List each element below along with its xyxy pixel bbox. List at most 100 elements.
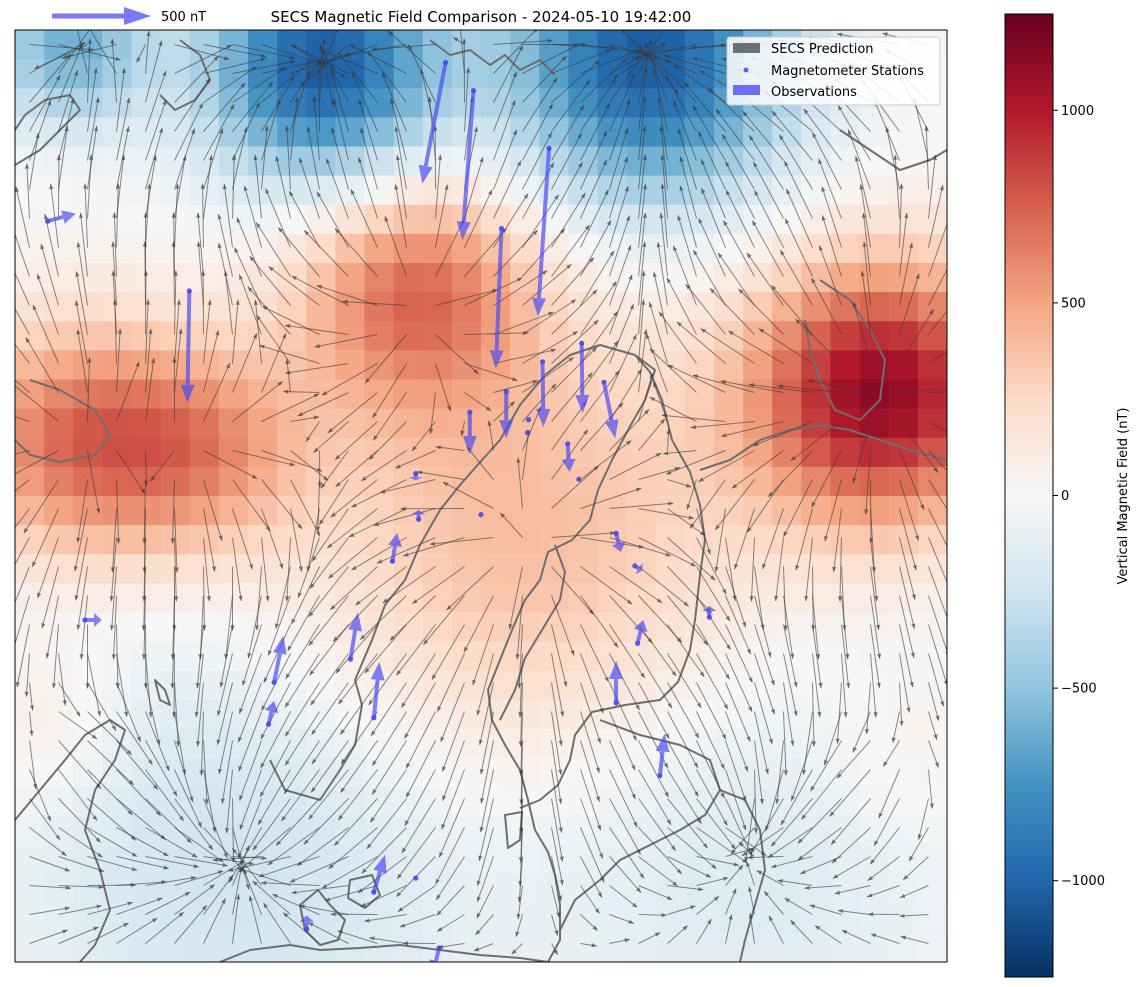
secs-arrow [238, 653, 262, 714]
secs-arrow [435, 334, 479, 375]
secs-arrow [116, 328, 123, 393]
secs-arrow [837, 909, 871, 915]
secs-arrow [696, 769, 728, 826]
secs-arrow [516, 457, 523, 509]
secs-arrow [841, 595, 850, 660]
secs-arrow [551, 531, 616, 538]
secs-arrow [696, 856, 740, 867]
heatmap-cell [393, 59, 424, 89]
heatmap-cell [568, 466, 599, 497]
heatmap-cell [306, 175, 336, 206]
heatmap-cell [655, 292, 686, 322]
secs-arrow [580, 487, 642, 509]
heatmap-cell [917, 670, 947, 701]
secs-arrow [435, 445, 465, 451]
secs-arrow [268, 266, 320, 306]
heatmap-cell [772, 554, 802, 584]
secs-arrow [749, 537, 755, 602]
coastline-bothnia [499, 544, 566, 721]
secs-arrow [145, 711, 170, 772]
secs-arrow [638, 740, 669, 798]
heatmap-cell [830, 321, 861, 351]
secs-arrow [818, 245, 842, 306]
secs-arrow [254, 566, 262, 631]
secs-arrow [371, 711, 407, 766]
observation-arrow [272, 635, 287, 683]
heatmap-cell [422, 204, 453, 235]
heatmap-cell [655, 321, 686, 351]
heatmap-cell [277, 699, 307, 730]
observation-arrow [408, 473, 423, 481]
secs-arrow [15, 450, 30, 455]
secs-arrow [238, 711, 262, 772]
secs-arrow [754, 740, 765, 805]
secs-arrow [928, 184, 944, 248]
heatmap-cell [510, 729, 540, 759]
secs-arrow [145, 70, 167, 132]
heatmap-cell [626, 88, 657, 118]
secs-arrow [15, 624, 30, 688]
secs-arrow [487, 420, 494, 451]
secs-arrow [801, 711, 813, 775]
secs-arrow [751, 220, 784, 277]
secs-arrow [835, 682, 842, 744]
secs-arrow [58, 856, 105, 872]
heatmap-cell [888, 787, 919, 817]
heatmap-cell [888, 903, 919, 934]
heatmap-cell [597, 379, 628, 410]
secs-arrow [580, 440, 632, 480]
secs-arrow [216, 653, 233, 716]
heatmap-cell [859, 525, 890, 555]
secs-arrow [830, 798, 871, 846]
secs-arrow [340, 740, 378, 793]
secs-arrow [460, 30, 465, 74]
secs-arrow [821, 186, 842, 248]
secs-arrow [351, 479, 407, 508]
heatmap-cell [102, 263, 133, 293]
secs-arrow [87, 856, 138, 872]
heatmap-cell [15, 350, 45, 381]
secs-arrow [290, 96, 299, 161]
heatmap-cell [102, 816, 133, 847]
secs-arrow [360, 127, 378, 190]
secs-arrow [725, 189, 755, 248]
heatmap-cell [888, 845, 919, 876]
heatmap-cell [393, 263, 424, 293]
secs-arrow [29, 906, 71, 915]
heatmap-cell [684, 670, 715, 701]
secs-arrow [476, 827, 494, 886]
secs-arrow [174, 870, 224, 886]
heatmap-cell [888, 670, 919, 701]
secs-arrow [551, 79, 591, 132]
heatmap-cell [597, 554, 628, 584]
secs-arrow [777, 384, 842, 393]
secs-arrow [784, 897, 813, 915]
secs-arrow [899, 537, 916, 600]
secs-arrow [667, 479, 692, 488]
heatmap-cell [131, 554, 162, 584]
secs-arrow [368, 421, 407, 461]
secs-arrow [290, 479, 321, 537]
secs-arrow [700, 159, 726, 219]
secs-arrow [493, 129, 518, 190]
secs-arrow [116, 361, 140, 422]
observation-arrow [536, 361, 551, 427]
secs-arrow [899, 624, 914, 688]
heatmap-cell [597, 525, 628, 555]
secs-arrow [109, 537, 117, 602]
heatmap-cell [743, 263, 773, 293]
secs-arrow [411, 421, 436, 452]
heatmap-cell [131, 729, 162, 759]
heatmap-cell [218, 117, 249, 148]
secs-arrow [659, 212, 668, 277]
secs-arrow [170, 624, 175, 689]
heatmap-cell [131, 175, 162, 206]
heatmap-cell [510, 263, 540, 293]
legend-label-secs: SECS Prediction [771, 42, 874, 57]
secs-arrow [609, 186, 629, 248]
heatmap-cell [801, 932, 832, 962]
secs-arrow [170, 479, 175, 544]
heatmap-cell [510, 612, 540, 643]
secs-arrow [725, 914, 733, 944]
secs-arrow [173, 270, 178, 335]
